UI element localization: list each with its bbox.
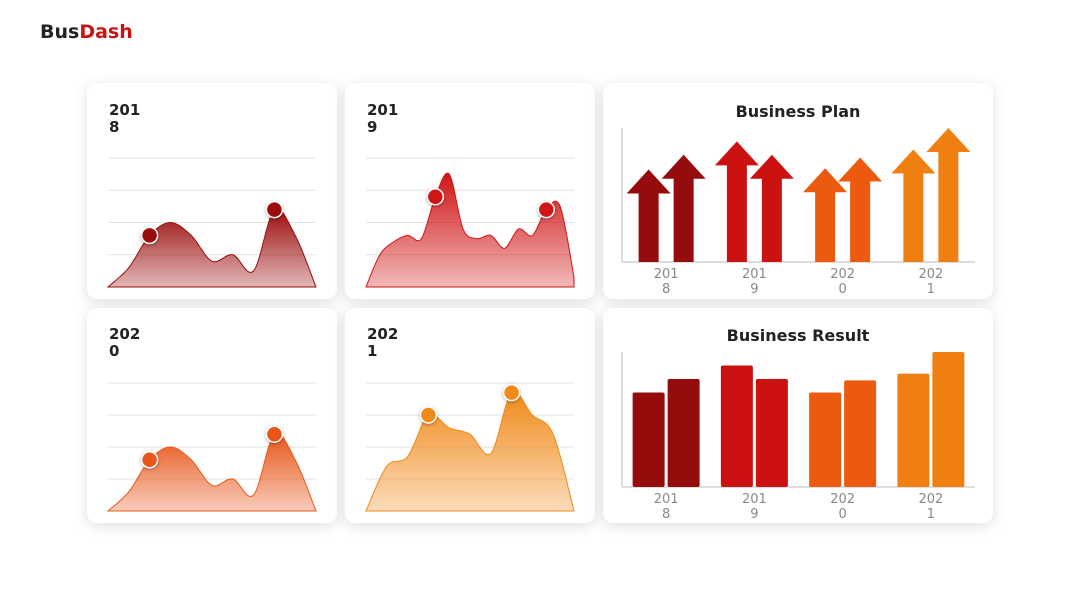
bar: [897, 373, 930, 487]
x-tick-label: 2020: [830, 267, 856, 297]
bar: [755, 379, 788, 487]
arrow-bar: [626, 169, 671, 262]
area: [106, 207, 317, 288]
arrow-bar: [891, 149, 936, 262]
area: [106, 432, 317, 512]
arrow-bar: [714, 141, 759, 262]
chart-title: 2020: [109, 325, 141, 360]
arrow-bar: [803, 168, 848, 262]
chart-title: Business Result: [726, 326, 870, 345]
highlight-marker: [537, 200, 556, 219]
arrow-bar: [838, 157, 883, 262]
x-tick-label: 2019: [741, 267, 767, 297]
bar: [844, 380, 877, 487]
chart-title: 2021: [367, 325, 399, 360]
x-tick-label: 2020: [830, 492, 856, 522]
highlight-marker: [265, 425, 284, 443]
x-tick-label: 2021: [918, 267, 944, 297]
arrow-bar: [661, 154, 706, 262]
chart-title: 2019: [367, 101, 399, 136]
highlight-marker: [140, 451, 159, 469]
bar: [720, 365, 753, 487]
x-tick-label: 2018: [653, 492, 679, 522]
highlight-marker: [419, 406, 438, 424]
arrow-bar: [749, 154, 794, 262]
highlight-marker: [265, 200, 284, 219]
bar: [667, 379, 700, 487]
brand-part: Bus: [40, 21, 80, 43]
highlight-marker: [426, 187, 445, 206]
bar: [809, 392, 842, 487]
x-tick-label: 2018: [653, 267, 679, 297]
area: [365, 390, 575, 512]
highlight-marker: [502, 383, 521, 402]
x-tick-label: 2019: [741, 492, 767, 522]
bar: [932, 352, 965, 487]
chart-title: Business Plan: [735, 102, 861, 121]
brand: BusDash: [40, 21, 133, 43]
x-tick-label: 2021: [918, 492, 944, 522]
arrow-bar: [926, 128, 971, 262]
highlight-marker: [140, 226, 159, 245]
brand-part: Dash: [79, 21, 133, 43]
bar: [632, 392, 665, 487]
chart-title: 2018: [109, 101, 141, 136]
